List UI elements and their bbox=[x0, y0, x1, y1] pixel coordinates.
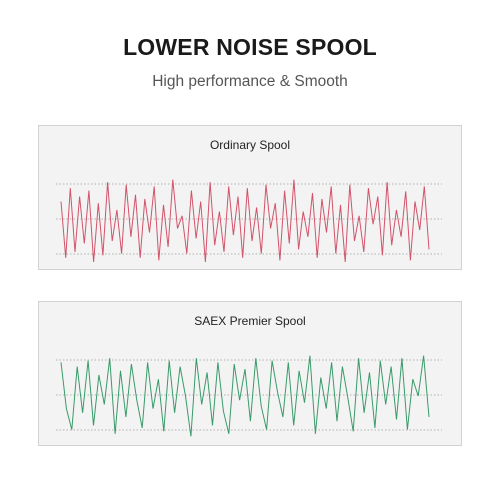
ordinary-spool-waveform bbox=[56, 179, 442, 263]
waveform-line bbox=[60, 179, 430, 263]
waveform-line bbox=[60, 355, 430, 437]
subheadline: High performance & Smooth bbox=[152, 73, 348, 90]
ordinary-spool-panel: Ordinary Spool bbox=[38, 125, 462, 270]
ordinary-spool-title: Ordinary Spool bbox=[209, 138, 291, 152]
premier-spool-panel: SAEX Premier Spool bbox=[38, 301, 462, 446]
headline: LOWER NOISE SPOOL bbox=[123, 34, 377, 60]
premier-spool-waveform bbox=[56, 355, 442, 437]
premier-spool-title: SAEX Premier Spool bbox=[194, 314, 306, 328]
